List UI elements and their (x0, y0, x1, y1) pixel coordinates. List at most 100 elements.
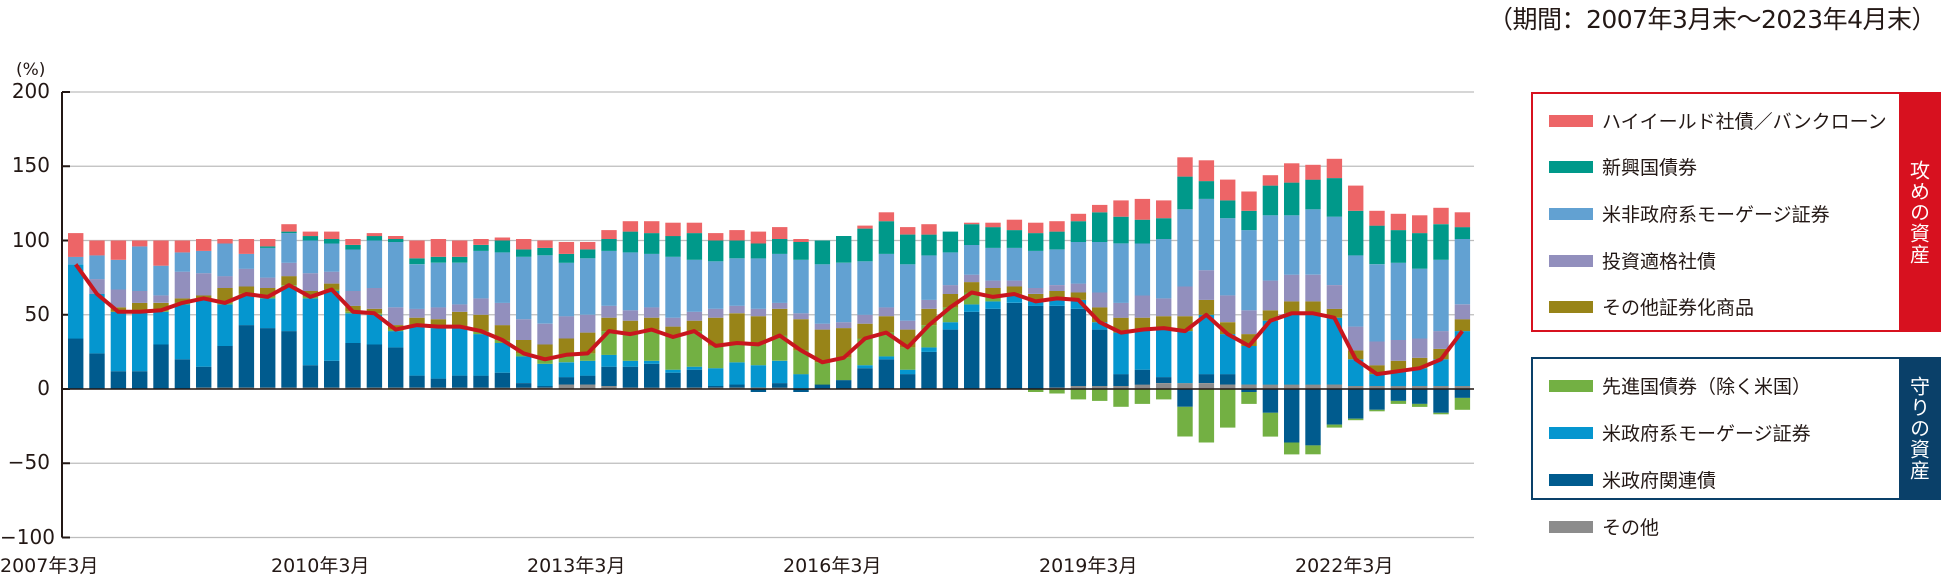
bar-segment (132, 291, 148, 303)
bar-segment (409, 308, 425, 318)
bar-segment (1028, 288, 1044, 294)
bar-segment (1348, 255, 1364, 327)
bar-segment (1177, 209, 1193, 287)
bar-segment (132, 240, 148, 247)
bar-segment (366, 344, 383, 388)
bar-segment (1156, 389, 1172, 400)
bar-segment (1092, 389, 1108, 401)
bar-segment (345, 249, 361, 291)
bar-segment (1113, 386, 1129, 389)
bar-segment (729, 343, 745, 363)
bar-segment (558, 384, 575, 389)
bar-segment (217, 239, 233, 244)
bar-segment (452, 311, 468, 327)
bar-segment (1220, 389, 1236, 428)
bar-segment (772, 308, 788, 336)
bar-segment (708, 368, 724, 386)
bar-segment (1198, 374, 1215, 383)
bar-segment (921, 299, 937, 309)
bar-segment (708, 386, 724, 388)
bar-segment (1412, 215, 1428, 234)
bar-segment (366, 236, 383, 241)
bar-segment (238, 286, 255, 294)
legend-defense-box: 守りの資産 (1531, 357, 1941, 500)
bar-segment (1284, 182, 1300, 216)
bar-segment (622, 360, 639, 367)
bar-segment (452, 328, 468, 376)
bar-segment (1412, 389, 1428, 404)
bar-segment (558, 262, 575, 317)
bar-segment (324, 283, 340, 290)
bar-segment (388, 236, 404, 239)
bar-segment (601, 317, 617, 332)
bar-segment (1433, 207, 1449, 225)
bar-segment (388, 347, 404, 388)
bar-segment (537, 240, 553, 248)
bar-segment (665, 236, 681, 257)
bar-segment (1113, 243, 1129, 303)
bar-segment (1092, 329, 1108, 386)
bar-segment (814, 362, 831, 385)
y-tick-label: 100 (11, 227, 50, 252)
bar-segment (1198, 314, 1215, 375)
bar-segment (1454, 227, 1471, 239)
bar-segment (1198, 383, 1215, 389)
bar-segment (494, 237, 511, 241)
bar-segment (793, 239, 809, 242)
bar-segment (964, 292, 980, 305)
bar-segment (878, 253, 895, 308)
bar-segment (1241, 392, 1257, 404)
bar-segment (558, 377, 575, 385)
bar-segment (260, 247, 276, 278)
bar-segment (1433, 389, 1449, 413)
x-tick-label: 2013年3月 (527, 555, 626, 577)
bar-segment (1006, 219, 1023, 231)
bar-segment (430, 328, 447, 379)
bar-segment (1262, 185, 1279, 216)
bar-segment (686, 233, 703, 260)
bar-segment (1348, 185, 1364, 211)
bar-segment (750, 316, 767, 345)
bar-segment (1390, 386, 1407, 389)
bar-segment (388, 307, 404, 326)
bar-segment (1262, 310, 1279, 321)
bar-segment (1220, 200, 1236, 219)
bar-segment (1369, 225, 1385, 265)
bar-segment (1369, 210, 1385, 226)
bar-segment (174, 271, 191, 299)
bar-segment (644, 317, 660, 330)
bar-segment (68, 233, 84, 257)
bar-segment (900, 320, 916, 330)
bar-segment (686, 369, 703, 388)
bar-segment (281, 276, 297, 285)
bar-segment (942, 322, 959, 330)
bar-segment (1369, 341, 1385, 366)
bar-segment (793, 350, 809, 375)
bar-segment (281, 286, 297, 332)
y-tick-label: 50 (24, 301, 50, 326)
bar-segment (174, 252, 191, 272)
bar-segment (281, 224, 297, 232)
bar-segment (1390, 262, 1407, 340)
bar-segment (1070, 283, 1087, 293)
bar-segment (1156, 218, 1172, 239)
bar-segment (388, 242, 404, 308)
bar-segment (622, 252, 639, 311)
bar-segment (964, 304, 980, 312)
bar-segment (729, 384, 745, 388)
bar-segment (260, 328, 276, 388)
bar-segment (601, 354, 617, 367)
bar-segment (772, 335, 788, 361)
bar-segment (1092, 386, 1108, 389)
bar-segment (345, 245, 361, 250)
bar-segment (1049, 221, 1065, 232)
bar-segment (942, 252, 959, 286)
bar-segment (537, 255, 553, 324)
bar-segment (1198, 389, 1215, 443)
bar-segment (196, 366, 212, 388)
bar-segment (324, 239, 340, 244)
bar-segment (68, 338, 84, 389)
bar-segment (1262, 389, 1279, 413)
bar-segment (1369, 409, 1385, 412)
bar-segment (366, 308, 383, 314)
